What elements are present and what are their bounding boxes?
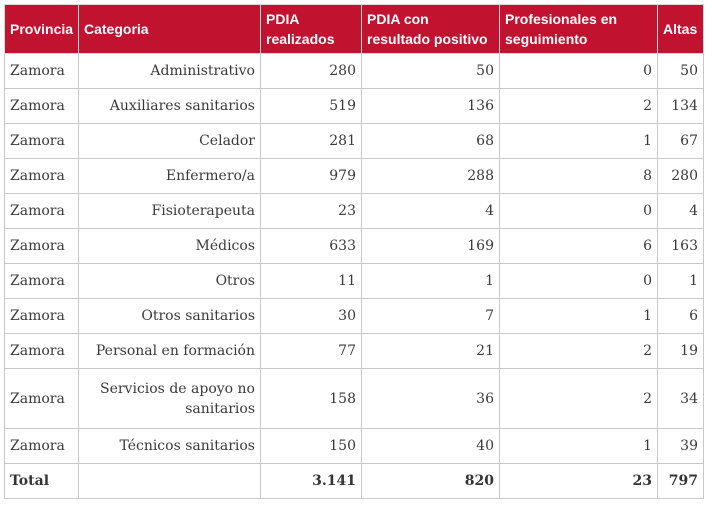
cell-altas: 19 [657,333,704,369]
cell-categoria: Otros sanitarios [78,298,261,334]
cell-pdia-realizados: 633 [260,228,362,264]
cell-provincia: Zamora [4,333,79,369]
cell-altas: 4 [657,193,704,229]
cell-categoria: Personal en formación [78,333,261,369]
cell-categoria: Otros [78,263,261,299]
cell-pdia-positivo: 4 [361,193,500,229]
cell-altas: 280 [657,158,704,194]
cell-pdia-realizados: 77 [260,333,362,369]
cell-pdia-realizados: 23 [260,193,362,229]
total-categoria [78,463,261,499]
cell-altas: 34 [657,368,704,429]
cell-pdia-realizados: 158 [260,368,362,429]
cell-altas: 39 [657,428,704,464]
cell-provincia: Zamora [4,298,79,334]
cell-profesionales: 6 [499,228,658,264]
data-table: Provincia Categoria PDIA realizados PDIA… [4,4,704,499]
table-row: Zamora Auxiliares sanitarios 519 136 2 1… [4,88,704,124]
cell-pdia-positivo: 136 [361,88,500,124]
total-profesionales: 23 [499,463,658,499]
cell-provincia: Zamora [4,368,79,429]
cell-categoria: Enfermero/a [78,158,261,194]
cell-categoria: Celador [78,123,261,159]
cell-pdia-realizados: 280 [260,53,362,89]
header-profesionales-seguimiento: Profesionales en seguimiento [499,4,658,54]
total-pdia-positivo: 820 [361,463,500,499]
header-categoria: Categoria [78,4,261,54]
total-altas: 797 [657,463,704,499]
cell-pdia-realizados: 150 [260,428,362,464]
table-row: Zamora Servicios de apoyo no sanitarios … [4,368,704,429]
cell-altas: 134 [657,88,704,124]
cell-pdia-positivo: 1 [361,263,500,299]
cell-categoria: Administrativo [78,53,261,89]
table-row: Zamora Médicos 633 169 6 163 [4,228,704,264]
table-row: Zamora Otros sanitarios 30 7 1 6 [4,298,704,334]
cell-pdia-positivo: 7 [361,298,500,334]
data-table-container: Provincia Categoria PDIA realizados PDIA… [4,4,704,499]
header-provincia: Provincia [4,4,79,54]
cell-altas: 67 [657,123,704,159]
cell-pdia-positivo: 36 [361,368,500,429]
cell-pdia-realizados: 30 [260,298,362,334]
table-header: Provincia Categoria PDIA realizados PDIA… [4,4,704,54]
header-altas: Altas [657,4,704,54]
cell-pdia-positivo: 68 [361,123,500,159]
cell-provincia: Zamora [4,88,79,124]
cell-profesionales: 0 [499,193,658,229]
table-row: Zamora Enfermero/a 979 288 8 280 [4,158,704,194]
cell-provincia: Zamora [4,428,79,464]
header-row: Provincia Categoria PDIA realizados PDIA… [4,4,704,54]
cell-pdia-positivo: 21 [361,333,500,369]
cell-pdia-positivo: 40 [361,428,500,464]
cell-profesionales: 2 [499,368,658,429]
cell-categoria: Fisioterapeuta [78,193,261,229]
cell-profesionales: 1 [499,123,658,159]
cell-provincia: Zamora [4,123,79,159]
cell-categoria: Médicos [78,228,261,264]
header-pdia-realizados: PDIA realizados [260,4,362,54]
table-row: Zamora Otros 11 1 0 1 [4,263,704,299]
cell-pdia-positivo: 50 [361,53,500,89]
cell-altas: 1 [657,263,704,299]
cell-altas: 50 [657,53,704,89]
cell-categoria: Técnicos sanitarios [78,428,261,464]
table-row: Zamora Fisioterapeuta 23 4 0 4 [4,193,704,229]
table-row: Zamora Personal en formación 77 21 2 19 [4,333,704,369]
table-row: Zamora Técnicos sanitarios 150 40 1 39 [4,428,704,464]
header-pdia-positivo: PDIA con resultado positivo [361,4,500,54]
cell-pdia-realizados: 979 [260,158,362,194]
cell-profesionales: 1 [499,298,658,334]
cell-pdia-realizados: 281 [260,123,362,159]
table-row: Zamora Celador 281 68 1 67 [4,123,704,159]
table-body: Zamora Administrativo 280 50 0 50 Zamora… [4,53,704,499]
cell-profesionales: 0 [499,53,658,89]
total-row: Total 3.141 820 23 797 [4,463,704,499]
cell-pdia-realizados: 11 [260,263,362,299]
cell-categoria: Servicios de apoyo no sanitarios [78,368,261,429]
cell-profesionales: 2 [499,88,658,124]
total-pdia-realizados: 3.141 [260,463,362,499]
cell-provincia: Zamora [4,228,79,264]
total-label: Total [4,463,79,499]
cell-altas: 163 [657,228,704,264]
table-row: Zamora Administrativo 280 50 0 50 [4,53,704,89]
cell-profesionales: 8 [499,158,658,194]
cell-provincia: Zamora [4,263,79,299]
cell-profesionales: 2 [499,333,658,369]
cell-altas: 6 [657,298,704,334]
cell-pdia-positivo: 288 [361,158,500,194]
cell-provincia: Zamora [4,158,79,194]
cell-profesionales: 1 [499,428,658,464]
cell-profesionales: 0 [499,263,658,299]
cell-provincia: Zamora [4,193,79,229]
cell-pdia-positivo: 169 [361,228,500,264]
cell-provincia: Zamora [4,53,79,89]
cell-categoria: Auxiliares sanitarios [78,88,261,124]
cell-pdia-realizados: 519 [260,88,362,124]
